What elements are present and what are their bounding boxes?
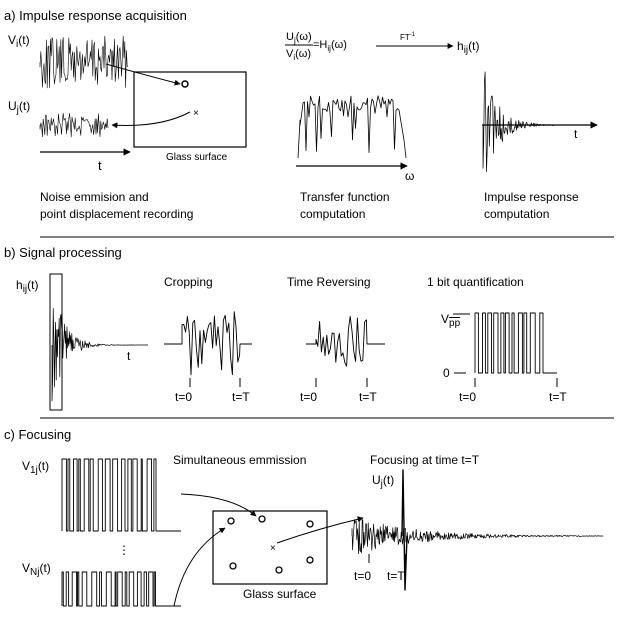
v-i-label: Vi(t) [8, 33, 30, 50]
waveform-path [474, 312, 557, 374]
receiver-cross-c: × [270, 543, 276, 554]
reversed-signal [306, 315, 385, 367]
crop-tT-label: t=T [232, 390, 250, 404]
waveform-path [61, 571, 181, 607]
time-reversing-label: Time Reversing [287, 275, 371, 289]
focus-tT-label: t=T [387, 569, 405, 583]
zero-level-label: 0 [443, 366, 450, 380]
receiver-cross-a: × [193, 108, 199, 119]
waveform-path [61, 458, 181, 532]
source-point-c2 [258, 515, 266, 523]
caption-right-1: Impulse response [484, 190, 579, 204]
focusing-label: Focusing at time t=T [370, 453, 480, 467]
waveform-path [39, 35, 129, 89]
waveform-path [297, 95, 407, 159]
arrow-emission-a [105, 63, 181, 86]
one-bit-label: 1 bit quantification [427, 275, 524, 289]
noise-signal-uj [39, 113, 109, 138]
crop-t0-label: t=0 [175, 390, 192, 404]
time-label-impulse-a: t [574, 127, 578, 141]
arrow-plate-to-receiver [276, 516, 364, 544]
section-a-heading: a) Impulse response acquisition [4, 8, 187, 23]
caption-left-1: Noise emmision and [40, 190, 149, 204]
quant-t0-label: t=0 [459, 390, 476, 404]
waveform-path [51, 308, 148, 402]
arrow-recording-a [111, 111, 191, 129]
glass-label-c: Glass surface [243, 587, 317, 601]
crop-window [49, 273, 63, 411]
source-point-a [181, 80, 189, 88]
transfer-function-curve [297, 95, 407, 159]
time-label-b: t [127, 349, 131, 363]
v1j-label: V1j(t) [22, 459, 49, 476]
focus-t0-label: t=0 [354, 569, 371, 583]
transfer-denominator: Vi(ω) [286, 48, 311, 62]
emission-signal-vn [61, 571, 181, 607]
uj-label-c: Uj(t) [372, 473, 394, 490]
source-point-c6 [306, 556, 314, 564]
quant-tT-label: t=T [549, 390, 567, 404]
waveform-path [164, 311, 252, 376]
cropped-signal [164, 311, 252, 376]
section-c: c) Focusing V1j(t) ⋮ VNj(t) Simultaneous… [4, 427, 604, 607]
emission-signal-v1 [61, 458, 181, 532]
ellipsis-vertical: ⋮ [118, 543, 130, 557]
ft-inverse-label: FT-1 [400, 32, 416, 42]
focused-signal [351, 469, 604, 591]
vnj-label: VNj(t) [22, 561, 51, 578]
source-point-c1 [227, 517, 235, 525]
caption-left-2: point displacement recording [40, 207, 193, 221]
time-axis-label-a: t [98, 158, 102, 173]
caption-mid-2: computation [300, 207, 365, 221]
glass-plate-a [133, 71, 247, 148]
omega-axis-label: ω [405, 169, 414, 183]
source-point-c3 [306, 520, 314, 528]
impulse-response-curve-b [51, 308, 148, 402]
rev-t0-label: t=0 [300, 390, 317, 404]
waveform-path [351, 519, 604, 555]
caption-right-2: computation [484, 207, 549, 221]
glass-label-a: Glass surface [166, 152, 228, 163]
section-c-heading: c) Focusing [4, 427, 71, 442]
transfer-rhs: =Hij(ω) [313, 39, 347, 53]
vpp-label: Vpp [441, 312, 461, 329]
source-point-c5 [275, 566, 283, 574]
rev-tT-label: t=T [359, 390, 377, 404]
h-ij-label-a: hij(t) [457, 39, 479, 56]
simultaneous-label: Simultaneous emmission [173, 453, 306, 467]
transfer-numerator: Uj(ω) [286, 31, 312, 45]
section-b-heading: b) Signal processing [4, 245, 122, 260]
glass-plate-c [212, 510, 328, 585]
section-b: b) Signal processing hij(t) t Cropping t… [4, 245, 567, 411]
section-a: a) Impulse response acquisition Vi(t) Uj… [4, 8, 598, 221]
waveform-path [306, 315, 385, 367]
noise-signal-vi [39, 35, 129, 89]
impulse-response-curve-a [482, 71, 580, 172]
waveform-path [482, 71, 580, 172]
waveform-path [39, 113, 109, 138]
caption-mid-1: Transfer function [300, 190, 390, 204]
h-ij-label-b: hij(t) [16, 278, 38, 295]
quantified-signal [474, 312, 557, 374]
cropping-label: Cropping [164, 275, 213, 289]
u-j-label: Uj(t) [8, 99, 30, 116]
arrow-v1-to-plate [180, 493, 257, 517]
waveform-path [401, 469, 408, 591]
arrow-vn-to-plate [173, 527, 226, 607]
source-point-c4 [229, 562, 237, 570]
